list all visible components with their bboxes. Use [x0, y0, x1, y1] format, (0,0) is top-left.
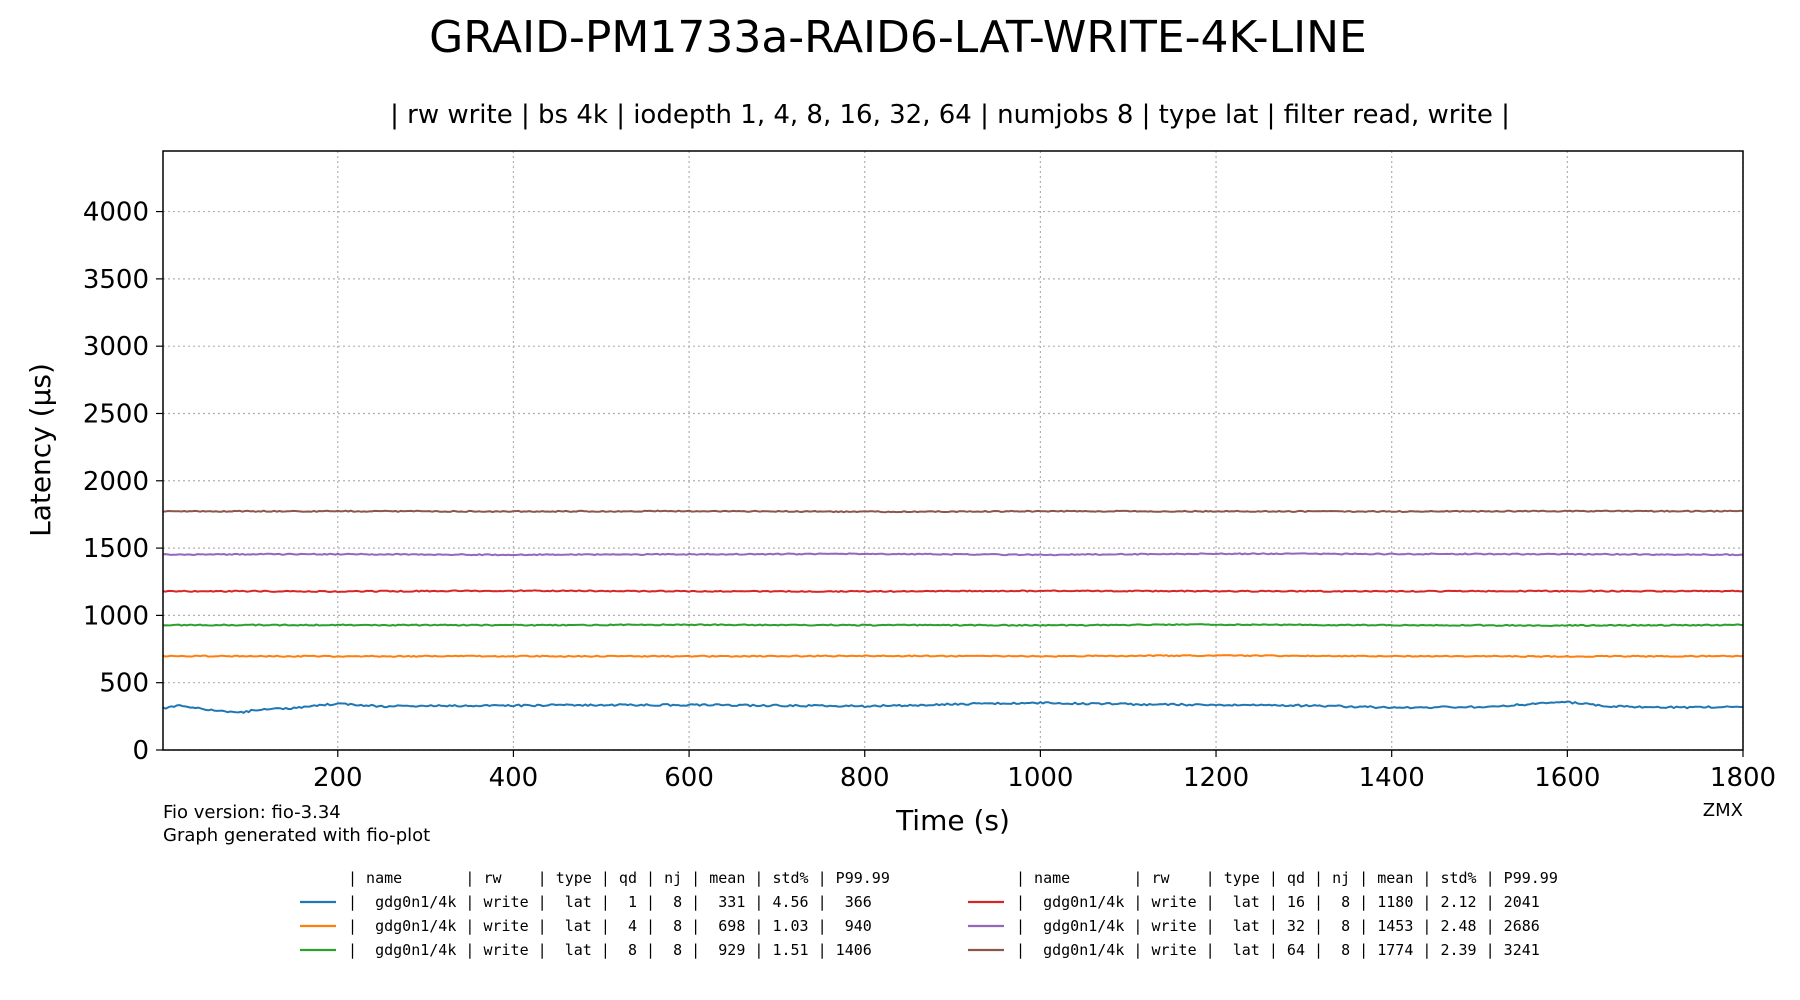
x-tick-label: 600 [664, 763, 714, 793]
x-tick-label: 1600 [1534, 763, 1600, 793]
chart-subtitle: | rw write | bs 4k | iodepth 1, 4, 8, 16… [390, 100, 1510, 130]
legend-entry: | gdg0n1/4k | write | lat | 1 | 8 | 331 … [348, 893, 872, 911]
series-line-qd-64 [162, 509, 1744, 514]
series-line-qd-32 [162, 552, 1744, 557]
legend-entry: | gdg0n1/4k | write | lat | 8 | 8 | 929 … [348, 941, 872, 959]
y-tick-label: 2500 [83, 399, 149, 429]
y-tick-label: 1500 [83, 534, 149, 564]
series-line-qd-8 [162, 623, 1744, 627]
y-tick-label: 1000 [83, 601, 149, 631]
y-tick-label: 2000 [83, 467, 149, 497]
plot-frame [162, 150, 1744, 751]
author-label: ZMX [1703, 800, 1743, 821]
fio-version-note: Fio version: fio-3.34 [163, 802, 341, 823]
y-tick-label: 3500 [83, 265, 149, 295]
legend-entry: | gdg0n1/4k | write | lat | 64 | 8 | 177… [1016, 941, 1540, 959]
y-axis-label: Latency (µs) [24, 363, 57, 537]
generated-with-note: Graph generated with fio-plot [163, 825, 430, 846]
legend: | name | rw | type | qd | nj | mean | st… [300, 869, 1558, 959]
x-tick-label: 1200 [1183, 763, 1249, 793]
legend-header: | name | rw | type | qd | nj | mean | st… [348, 869, 890, 887]
series-line-qd-4 [162, 654, 1744, 658]
legend-entry: | gdg0n1/4k | write | lat | 32 | 8 | 145… [1016, 917, 1540, 935]
axis-ticks: 200 400 600 800 1000 1200 1400 1600 1800 0 500 1000… [83, 198, 1776, 793]
y-tick-label: 4000 [83, 198, 149, 228]
y-tick-label: 3000 [83, 332, 149, 362]
x-tick-label: 1400 [1359, 763, 1425, 793]
grid-lines [163, 151, 1744, 751]
x-tick-label: 1000 [1007, 763, 1073, 793]
y-tick-label: 500 [99, 669, 149, 699]
x-axis-label: Time (s) [895, 804, 1010, 837]
x-tick-label: 1800 [1710, 763, 1776, 793]
x-tick-label: 400 [489, 763, 539, 793]
series-line-qd-1 [162, 700, 1744, 714]
y-tick-label: 0 [132, 736, 149, 766]
legend-header-right: | name | rw | type | qd | nj | mean | st… [1016, 869, 1558, 887]
legend-entry: | gdg0n1/4k | write | lat | 4 | 8 | 698 … [348, 917, 872, 935]
series-line-qd-16 [162, 589, 1744, 593]
x-tick-label: 800 [840, 763, 890, 793]
legend-entry: | gdg0n1/4k | write | lat | 16 | 8 | 118… [1016, 893, 1540, 911]
series-lines [162, 509, 1744, 714]
x-tick-label: 200 [313, 763, 363, 793]
chart-title: GRAID-PM1733a-RAID6-LAT-WRITE-4K-LINE [429, 12, 1367, 63]
